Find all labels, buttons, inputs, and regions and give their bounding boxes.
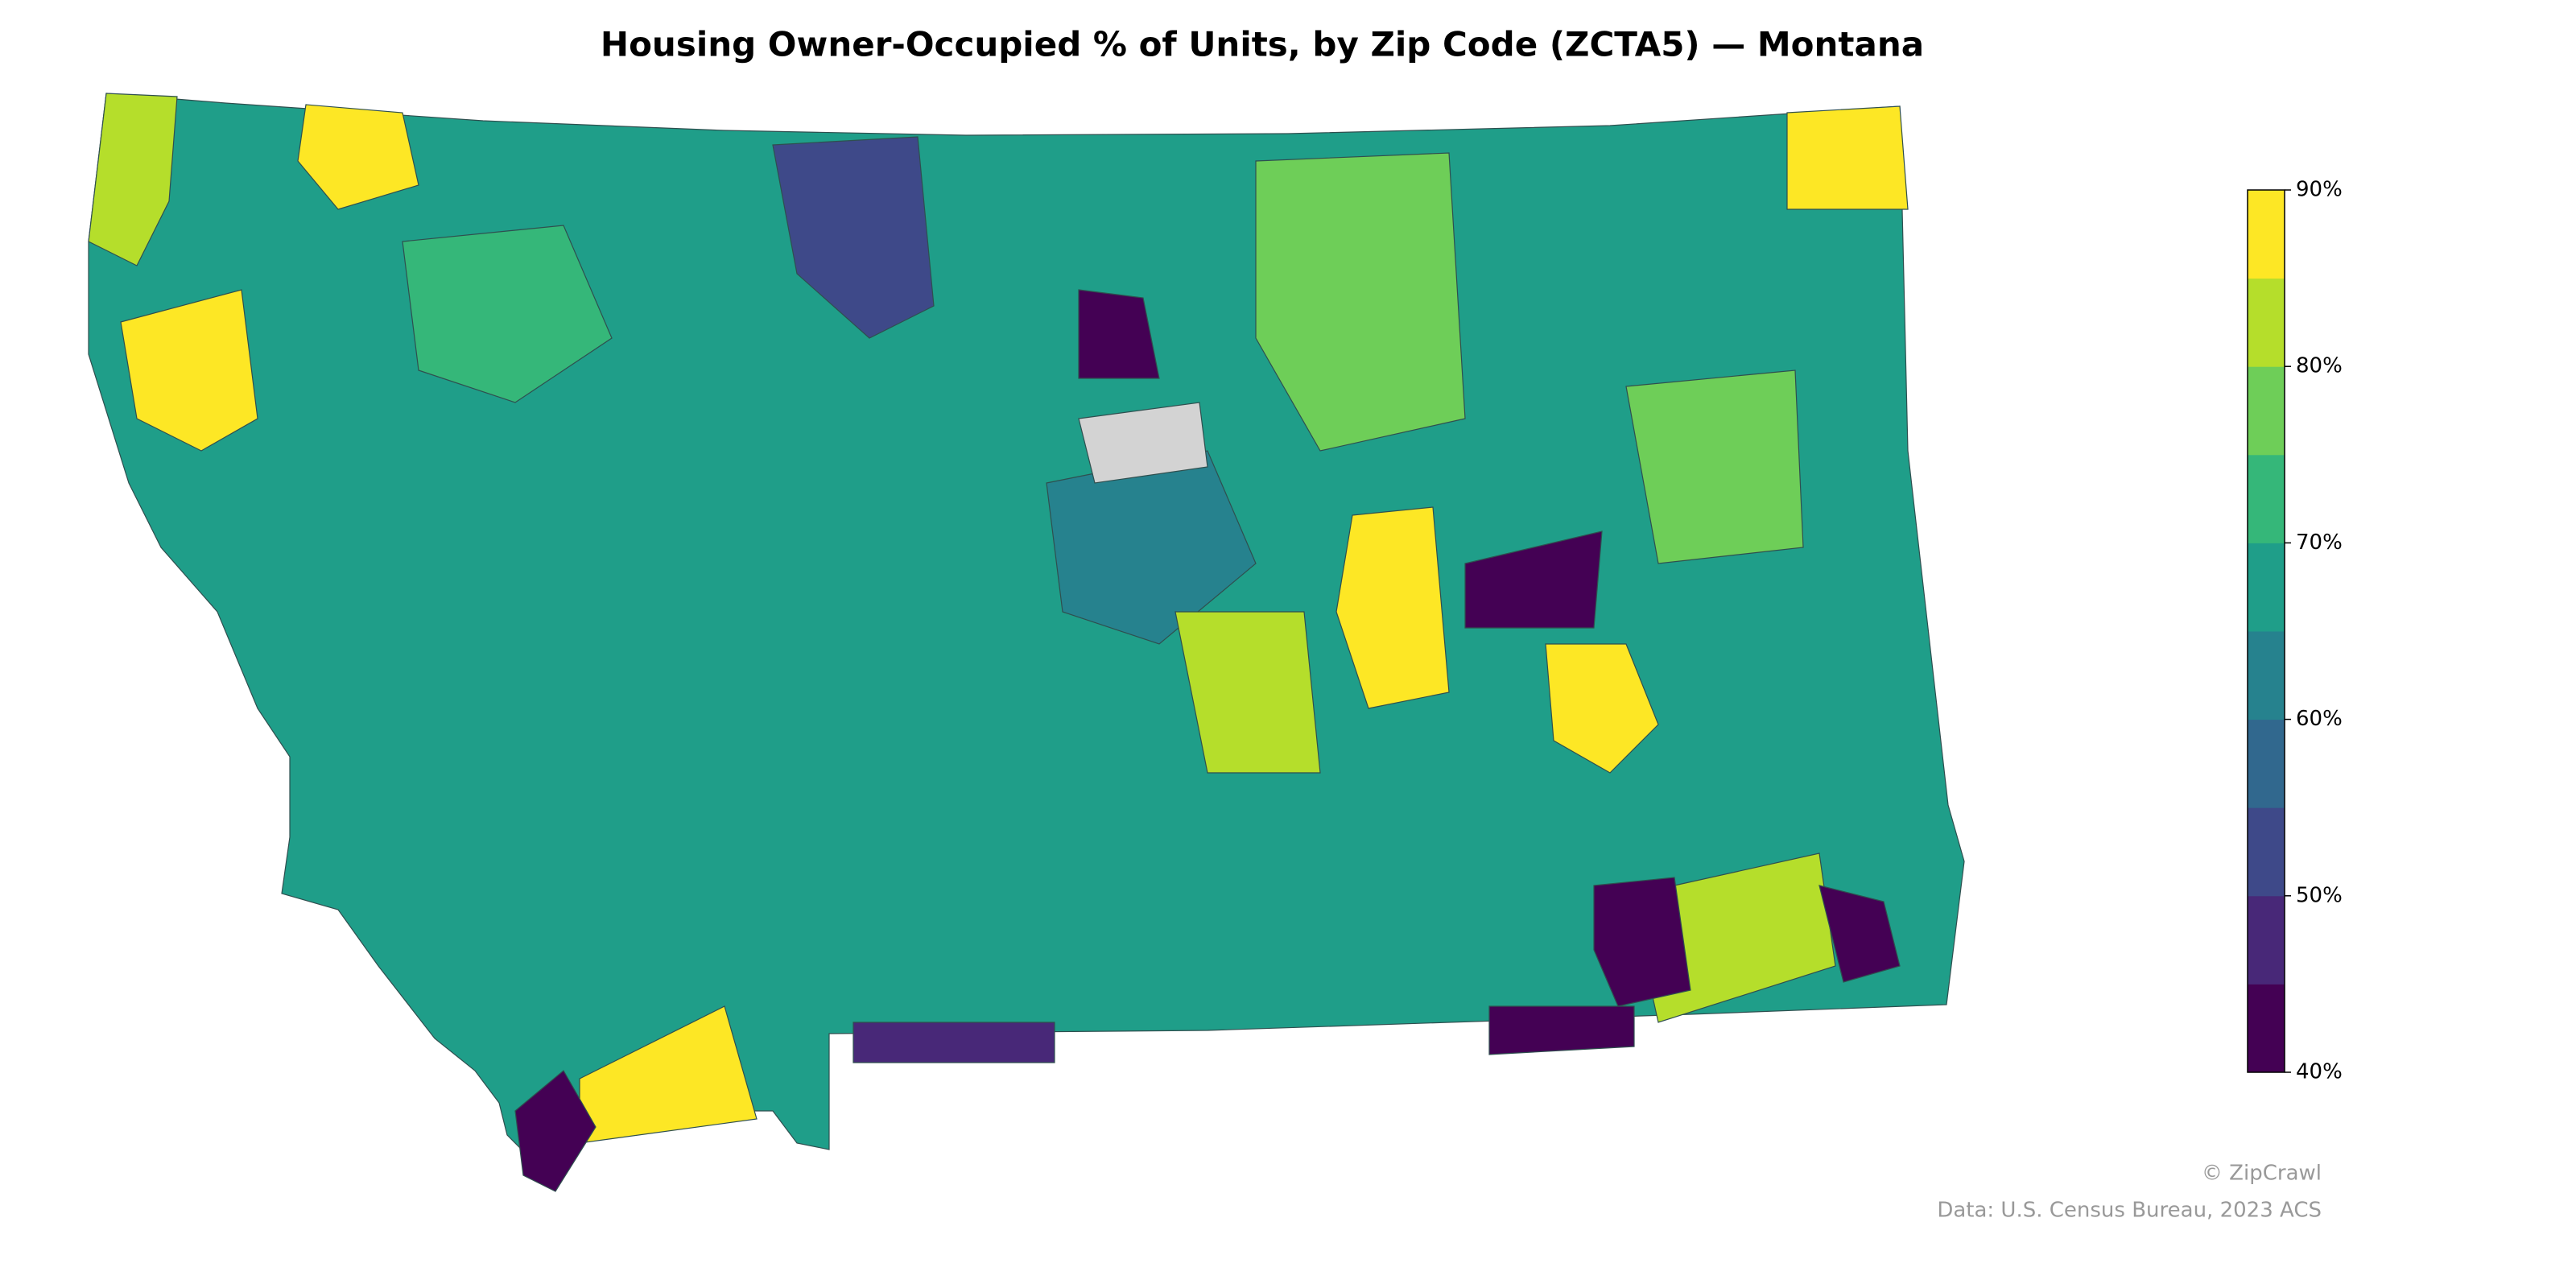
region — [1625, 369, 1804, 564]
region — [1255, 152, 1466, 452]
region — [1078, 289, 1160, 379]
region — [1488, 1005, 1635, 1055]
data-source: Data: U.S. Census Bureau, 2023 ACS — [1937, 1199, 2322, 1223]
credit: © ZipCrawl — [2202, 1162, 2322, 1186]
colorbar-bin — [2248, 278, 2285, 367]
state-map — [88, 93, 1965, 1192]
colorbar-bin — [2248, 190, 2285, 279]
colorbar-tick-label: 70% — [2296, 530, 2343, 555]
region — [1335, 506, 1450, 709]
region — [1786, 105, 1909, 210]
region — [88, 93, 178, 266]
colorbar-bin — [2248, 366, 2285, 456]
colorbar: 40% 50% 60% 70% 80% 90% — [2247, 178, 2343, 1084]
colorbar-bin — [2248, 807, 2285, 897]
region — [120, 289, 258, 452]
colorbar-tick-label: 50% — [2296, 883, 2343, 907]
region — [1818, 885, 1901, 983]
colorbar-tick-label: 40% — [2296, 1060, 2343, 1084]
region — [772, 136, 935, 339]
region — [514, 1070, 597, 1192]
region — [402, 225, 613, 403]
region — [1174, 611, 1321, 774]
colorbar-bin — [2248, 984, 2285, 1073]
map-title: Housing Owner-Occupied % of Units, by Zi… — [601, 25, 1924, 64]
colorbar-frame — [2247, 189, 2285, 1073]
colorbar-tick-label: 80% — [2296, 354, 2343, 378]
colorbar-bin — [2248, 719, 2285, 808]
region — [852, 1022, 1055, 1063]
colorbar-tick-label: 60% — [2296, 707, 2343, 731]
region — [1593, 877, 1691, 1007]
colorbar-bin — [2248, 895, 2285, 985]
colorbar-bin — [2248, 454, 2285, 543]
region — [1078, 402, 1208, 484]
colorbar-bin — [2248, 631, 2285, 720]
region — [1464, 530, 1603, 629]
region — [1545, 643, 1659, 774]
colorbar-bin — [2248, 543, 2285, 632]
region — [297, 104, 419, 210]
colorbar-tick-label: 90% — [2296, 178, 2343, 202]
